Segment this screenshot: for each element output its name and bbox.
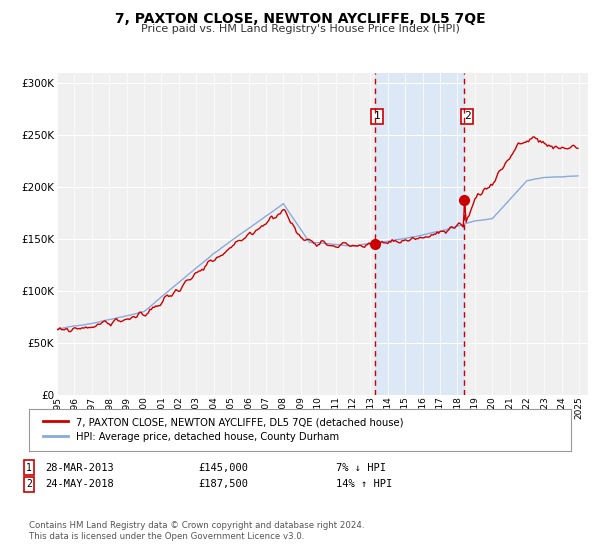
Text: Contains HM Land Registry data © Crown copyright and database right 2024.: Contains HM Land Registry data © Crown c…	[29, 521, 364, 530]
Text: 2: 2	[464, 111, 470, 122]
Text: £187,500: £187,500	[198, 479, 248, 489]
Text: Price paid vs. HM Land Registry's House Price Index (HPI): Price paid vs. HM Land Registry's House …	[140, 24, 460, 34]
Text: 1: 1	[26, 463, 32, 473]
Text: 28-MAR-2013: 28-MAR-2013	[45, 463, 114, 473]
Text: This data is licensed under the Open Government Licence v3.0.: This data is licensed under the Open Gov…	[29, 532, 304, 541]
Text: 2: 2	[26, 479, 32, 489]
Text: 7% ↓ HPI: 7% ↓ HPI	[336, 463, 386, 473]
Text: 1: 1	[374, 111, 380, 122]
Text: £145,000: £145,000	[198, 463, 248, 473]
Text: 24-MAY-2018: 24-MAY-2018	[45, 479, 114, 489]
Text: 7, PAXTON CLOSE, NEWTON AYCLIFFE, DL5 7QE: 7, PAXTON CLOSE, NEWTON AYCLIFFE, DL5 7Q…	[115, 12, 485, 26]
Bar	[374, 73, 464, 395]
Legend: 7, PAXTON CLOSE, NEWTON AYCLIFFE, DL5 7QE (detached house), HPI: Average price, : 7, PAXTON CLOSE, NEWTON AYCLIFFE, DL5 7Q…	[39, 413, 408, 446]
Text: 14% ↑ HPI: 14% ↑ HPI	[336, 479, 392, 489]
